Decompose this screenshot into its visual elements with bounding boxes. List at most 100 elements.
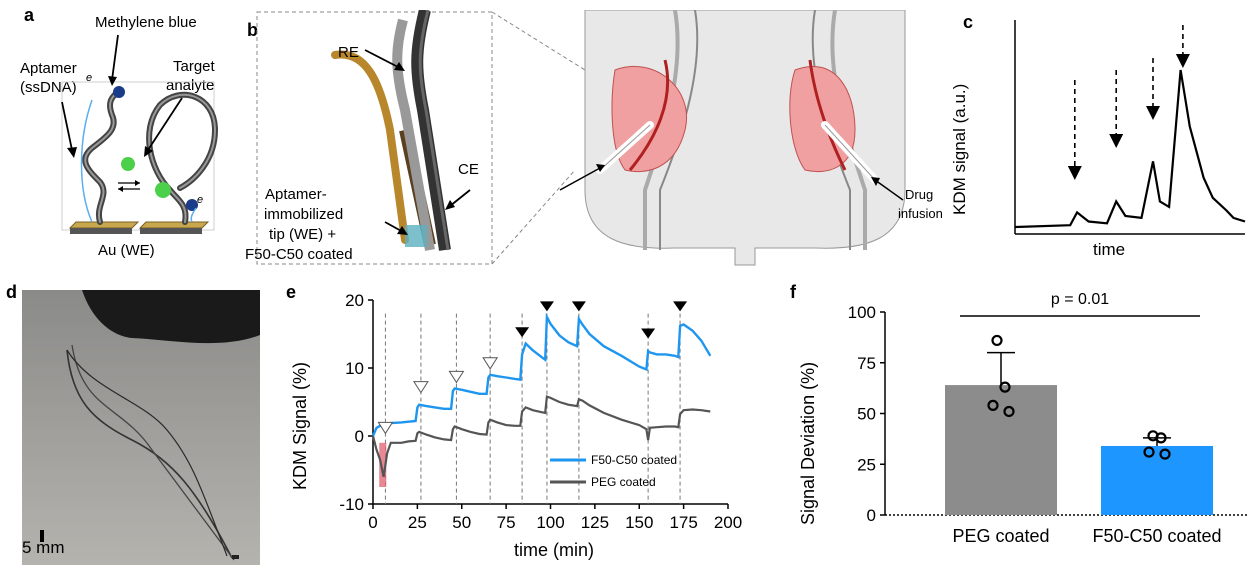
data-point — [1003, 405, 1015, 418]
electrode-base-right — [140, 228, 202, 234]
panel-f-ytick-label: 25 — [857, 455, 876, 474]
panel-e-ylabel: KDM Signal (%) — [290, 361, 310, 490]
tip-label-line1: Aptamer- — [265, 186, 327, 203]
electron-label-2: e — [197, 194, 204, 206]
electron-transfer-arrow-2 — [190, 207, 197, 223]
data-point — [991, 334, 1003, 347]
data-point — [1159, 448, 1171, 460]
bar-peg — [945, 385, 1057, 515]
series-line-peg — [371, 395, 711, 478]
panel-f-ytick-label: 50 — [857, 405, 876, 424]
panel-label-b: b — [247, 20, 258, 40]
marker-open-triangle — [413, 381, 429, 394]
data-point — [1155, 432, 1167, 444]
panel-e-xtick-label: 150 — [625, 513, 653, 532]
panel-e-xtick-label: 25 — [408, 513, 427, 532]
panel-f-chart: 0 25 50 75 100 PEG coated F50-C50 coated p = 0.… — [848, 291, 1248, 546]
body-illustration — [559, 10, 906, 266]
analyte-label: analyte — [166, 77, 215, 94]
panel-c-chart — [1014, 20, 1246, 235]
marker-filled-triangle — [571, 301, 586, 312]
re-pointer — [364, 49, 401, 69]
scale-bar-label: 5 mm — [22, 538, 65, 557]
injection-arrow-head — [1067, 166, 1082, 180]
photo-dark-object — [82, 290, 260, 344]
reference-electrode-wire — [331, 50, 409, 244]
electron-transfer-arrow-1 — [80, 99, 93, 223]
data-point — [1143, 446, 1155, 458]
panel-e-xtick-label: 200 — [714, 513, 742, 532]
schematic-frame — [61, 81, 215, 231]
aptamer-pointer — [61, 101, 73, 151]
bar-f50-c50 — [1101, 445, 1213, 515]
probe-wire-2 — [71, 344, 235, 561]
data-point — [999, 381, 1011, 393]
drug-infusion-pointer — [874, 179, 904, 201]
probe-wire-3 — [66, 349, 228, 557]
methylene-blue-dot-1 — [113, 86, 125, 98]
target-label: Target — [173, 58, 215, 75]
panel-f-ytick-label: 100 — [848, 303, 876, 322]
gold-electrode-right — [138, 221, 210, 229]
data-point — [987, 399, 999, 411]
aptamer-tip — [405, 225, 427, 247]
panel-label-a: a — [24, 5, 35, 25]
marker-open-triangle — [482, 357, 499, 370]
panel-e-xtick-label: 0 — [368, 513, 377, 532]
ce-pointer — [449, 189, 471, 207]
category-label: F50-C50 coated — [1092, 526, 1221, 546]
probe-schematic — [256, 10, 906, 266]
aptamer-schematic — [61, 34, 219, 234]
legend-label: PEG coated — [591, 475, 656, 489]
target-analyte-bound — [155, 182, 171, 198]
panel-f-ytick-label: 75 — [857, 354, 876, 373]
panel-e-ytick-label: -10 — [339, 495, 364, 514]
electron-label-1: e — [86, 72, 93, 84]
panel-f-ytick-label: 0 — [867, 506, 876, 525]
marker-open-triangle — [448, 370, 465, 384]
tip-label-line2: immobilized — [264, 206, 344, 223]
p-value-annotation: p = 0.01 — [1051, 291, 1109, 308]
marker-filled-triangle — [673, 301, 688, 312]
electrode-label: Au (WE) — [98, 242, 155, 259]
panel-f-ylabel: Signal Deviation (%) — [798, 361, 818, 525]
marker-open-triangle — [377, 421, 394, 435]
marker-filled-triangle — [515, 327, 530, 338]
panel-e-xtick-label: 125 — [581, 513, 609, 532]
injection-arrow-head — [1175, 54, 1190, 68]
methylene-blue-label: Methylene blue — [95, 14, 197, 31]
drug-label-line2: infusion — [898, 206, 943, 221]
category-label: PEG coated — [952, 526, 1049, 546]
panel-c-xlabel: time — [1093, 240, 1126, 259]
panel-e-ytick-label: 20 — [345, 291, 364, 310]
panel-e-xtick-label: 100 — [536, 513, 564, 532]
ce-label: CE — [458, 161, 479, 178]
panel-e-xtick-label: 175 — [669, 513, 697, 532]
panel-c-ylabel: KDM signal (a.u.) — [950, 83, 969, 215]
methylene-blue-dot-2 — [186, 199, 198, 211]
re-label: RE — [338, 44, 359, 61]
injection-arrow-head — [1146, 106, 1160, 120]
tip-label-line4: F50-C50 coated — [245, 246, 353, 263]
panel-e-xtick-label: 50 — [452, 513, 471, 532]
probe-wire-1 — [66, 349, 233, 559]
panel-e-ytick-label: 10 — [345, 359, 364, 378]
methylene-pointer — [111, 34, 119, 81]
ssdna-label: (ssDNA) — [20, 79, 77, 96]
probe-black-wire — [411, 10, 451, 251]
panel-c-signal-line — [1014, 69, 1246, 229]
panel-e-xtick-label: 75 — [497, 513, 516, 532]
aptamer-label: Aptamer — [20, 60, 77, 77]
probe-inset-frame — [256, 11, 493, 265]
target-pointer — [147, 97, 183, 151]
marker-filled-triangle — [539, 301, 554, 312]
panel-label-d: d — [6, 282, 17, 302]
scale-bar — [40, 530, 44, 542]
startup-artifact — [379, 442, 387, 487]
target-analyte-free — [121, 157, 135, 171]
panel-e-ytick-label: 0 — [355, 427, 364, 446]
electrode-base-left — [70, 228, 132, 234]
tip-label-line3: tip (WE) + — [269, 226, 337, 243]
drug-label-line1: Drug — [905, 187, 934, 202]
